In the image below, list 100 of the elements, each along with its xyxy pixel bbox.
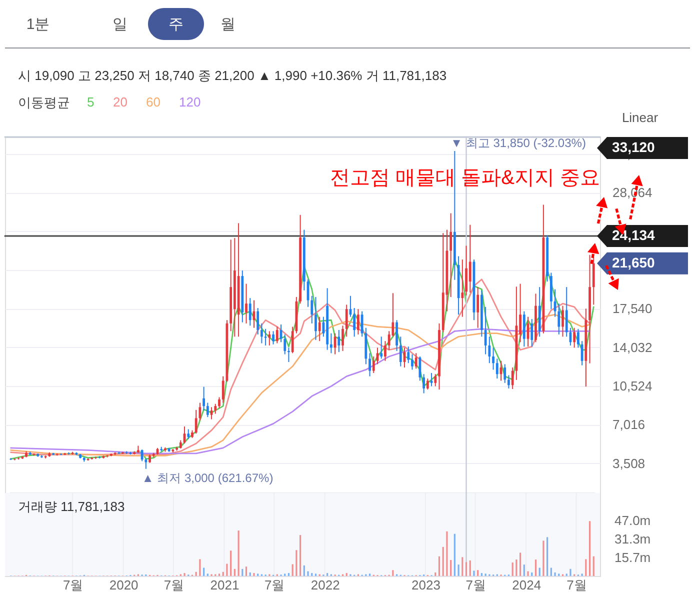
candlestick [202, 386, 206, 411]
candlestick [260, 322, 263, 344]
candlestick [264, 328, 267, 346]
candlestick [276, 326, 278, 344]
candlestick [218, 396, 220, 409]
candlestick [565, 286, 568, 338]
y-tick-label: 28,064 [612, 185, 652, 200]
candlestick [461, 259, 464, 318]
chart-subtitle: 시 19,090 고 23,250 저 18,740 종 21,200 ▲ 1,990 +10.36% 거 11,781,183 [18, 68, 447, 83]
candlestick [268, 330, 271, 346]
candlestick [272, 330, 274, 345]
candlestick [372, 356, 375, 374]
candlestick [492, 347, 494, 370]
candlestick [508, 374, 510, 389]
candlestick [399, 336, 402, 367]
x-tick-label: 7월 [62, 578, 84, 592]
candlestick [558, 303, 560, 335]
candlestick [422, 374, 425, 394]
ref-line-label: 24,134 [612, 227, 656, 244]
candlestick [434, 374, 437, 387]
candlestick [484, 306, 487, 355]
candlestick [418, 356, 422, 382]
text: 20 [113, 94, 128, 110]
text: Linear [622, 110, 659, 125]
candlestick [125, 450, 128, 454]
candlestick [368, 352, 371, 377]
x-tick-label: 7월 [466, 578, 486, 592]
text: 일 [112, 16, 128, 33]
candlestick [426, 378, 429, 390]
candlestick [465, 245, 468, 296]
x-tick-label: 2023 [411, 578, 440, 592]
candlestick [194, 409, 198, 434]
candlestick [504, 364, 506, 384]
candlestick [468, 224, 472, 294]
annotation: ▼ 최고 31,850 (-32.03%) [450, 136, 586, 150]
y-tick-label: 7,016 [612, 417, 646, 432]
text: 월 [220, 16, 236, 33]
annotation: ▲ 최저 3,000 (621.67%) [142, 470, 274, 485]
candlestick [450, 212, 452, 298]
candlestick [411, 354, 414, 370]
candlestick [414, 352, 418, 370]
candlestick [562, 305, 564, 338]
candlestick [511, 367, 514, 390]
candlestick [248, 298, 252, 326]
text: 거래량 11,781,183 [18, 499, 125, 514]
candlestick [222, 376, 224, 404]
candlestick [496, 358, 498, 380]
x-tick-label: 2024 [512, 578, 542, 592]
y-tick-label: 17,540 [612, 301, 652, 316]
candlestick [356, 308, 360, 335]
candlestick [576, 328, 580, 348]
text: 120 [179, 94, 201, 110]
candlestick [407, 346, 410, 364]
x-tick-label: 7월 [264, 578, 285, 592]
text: 60 [146, 94, 160, 110]
candlestick [187, 428, 190, 440]
candlestick [256, 308, 260, 335]
y-tick-label: 31.3m [614, 532, 651, 547]
x-tick-label: 2021 [210, 578, 240, 592]
candlestick [284, 334, 286, 355]
candlestick [353, 308, 356, 338]
candlestick [530, 318, 534, 348]
x-tick-label: 7월 [164, 578, 184, 592]
y-tick-label: 3,508 [612, 456, 646, 471]
candlestick [396, 320, 398, 352]
x-tick-label: 2022 [310, 578, 340, 592]
candlestick [198, 402, 202, 421]
candlestick [338, 330, 340, 353]
text: 주 [168, 16, 184, 33]
candlestick [214, 403, 217, 414]
candlestick [206, 402, 209, 418]
y-tick-label: 47.0m [614, 513, 651, 528]
candlestick [345, 304, 348, 338]
candlestick [144, 458, 148, 470]
candlestick [488, 336, 491, 364]
x-tick-label: 2020 [109, 578, 138, 592]
candlestick [330, 332, 332, 354]
text: 1분 [26, 16, 50, 33]
candlestick [342, 325, 344, 352]
legend-title: 이동평균 [18, 95, 70, 110]
candlestick [380, 336, 383, 360]
candlestick [288, 347, 290, 362]
candlestick [140, 449, 144, 462]
y-tick-label: 15.7m [614, 550, 651, 566]
x-tick-label: 7월 [566, 578, 587, 592]
candlestick [384, 340, 386, 362]
candlestick [291, 326, 294, 354]
candlestick [314, 296, 317, 340]
candlestick [430, 372, 433, 387]
y-tick-label: 10,524 [612, 378, 652, 394]
y-tick-label: 14,032 [612, 340, 652, 355]
candlestick [310, 295, 314, 324]
annotation: 전고점 매물대 돌파&지지 중요 [330, 167, 600, 189]
ref-line-label: 33,120 [612, 139, 656, 155]
annotation: 21,650 [612, 254, 656, 270]
candlestick [245, 283, 248, 324]
candlestick [573, 327, 576, 348]
candlestick [476, 286, 480, 328]
candlestick [318, 316, 321, 342]
text: 5 [87, 94, 94, 110]
